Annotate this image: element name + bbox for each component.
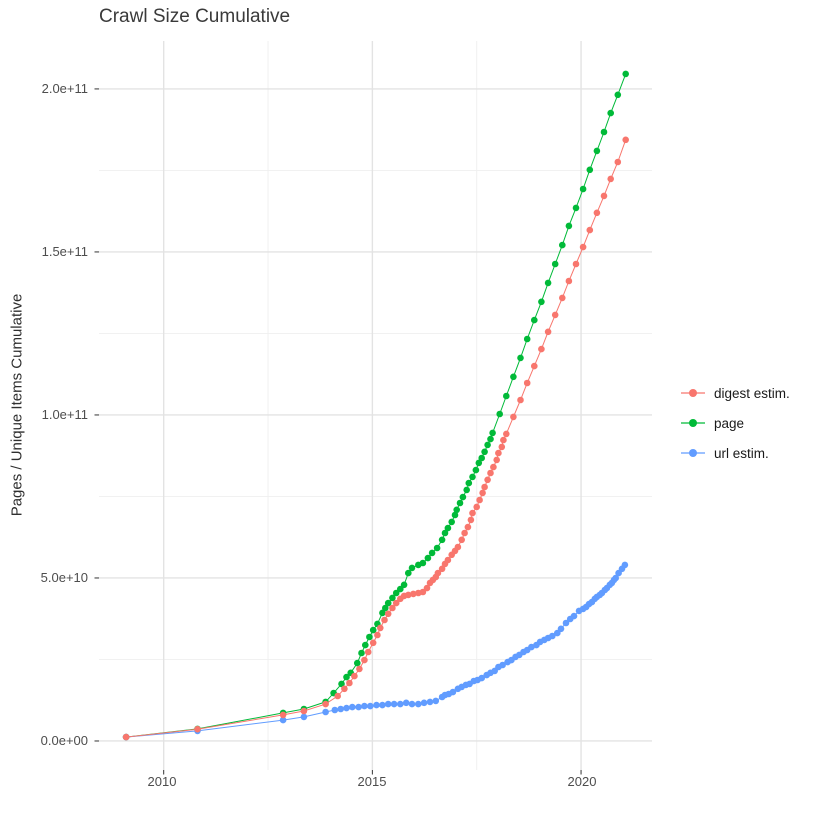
y-tick-label: 0.0e+00 [40, 733, 88, 748]
url-estim-key-icon [681, 449, 705, 457]
y-tick-label: 1.5e+11 [41, 244, 88, 259]
legend-label: page [714, 415, 745, 431]
legend-label: url estim. [714, 445, 769, 461]
digest-estim-key-icon [681, 389, 705, 397]
y-tick-label: 2.0e+11 [41, 81, 88, 96]
y-tick-label: 5.0e+10 [40, 570, 88, 585]
legend-item-digest-estim: digest estim. [680, 378, 790, 408]
x-tick-label: 2020 [567, 774, 597, 789]
legend-item-url-estim: url estim. [680, 438, 790, 468]
legend: digest estim. page url estim. [680, 378, 790, 468]
legend-label: digest estim. [714, 385, 790, 401]
x-tick-label: 2015 [357, 774, 387, 789]
page-key-icon [681, 419, 705, 427]
legend-item-page: page [680, 408, 790, 438]
x-tick-label: 2010 [147, 774, 177, 789]
y-tick-label: 1.0e+11 [41, 407, 88, 422]
chart-title: Crawl Size Cumulative [99, 6, 291, 27]
